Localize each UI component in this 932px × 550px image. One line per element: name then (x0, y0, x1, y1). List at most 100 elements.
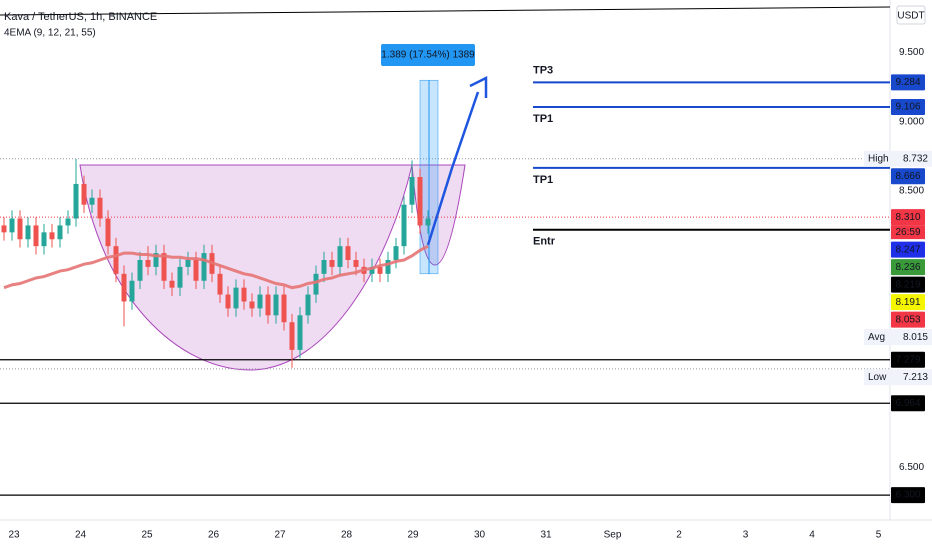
candle-body (145, 260, 151, 267)
price-label: 8.219 (895, 279, 920, 290)
x-tick-label: Sep (604, 530, 622, 541)
candle-body (241, 287, 247, 302)
price-label-box (891, 276, 925, 293)
stat-label-box (864, 329, 932, 346)
candle-body (129, 280, 135, 302)
countdown-box (891, 225, 925, 240)
price-label: 8.053 (895, 314, 920, 325)
price-label: 6.300 (895, 490, 920, 501)
candle-body (321, 260, 327, 274)
target-label: TP1 (533, 174, 553, 186)
price-label-box (891, 487, 925, 504)
candle-body (137, 260, 143, 281)
candle-body (353, 260, 359, 267)
price-label-box (891, 209, 925, 226)
candle-body (113, 246, 119, 274)
candle-body (217, 273, 223, 295)
x-tick-label: 4 (809, 530, 815, 541)
candle-body (193, 260, 199, 281)
candle-body (33, 225, 39, 247)
candle-body (73, 183, 79, 219)
candle-body (401, 204, 407, 247)
price-label-box (891, 168, 925, 185)
price-label: 8.191 (895, 297, 920, 308)
candle-body (121, 273, 127, 302)
stat-name: Low (868, 372, 887, 383)
x-tick-label: 5 (876, 530, 882, 541)
candle-body (297, 315, 303, 350)
price-label: 8.666 (895, 171, 920, 182)
stat-label-box (864, 150, 932, 167)
price-label-box (891, 241, 925, 258)
x-tick-label: 26 (208, 530, 220, 541)
candle-body (265, 294, 271, 316)
ema-line (3, 244, 429, 290)
currency-box[interactable] (896, 5, 926, 25)
candle-body (65, 218, 71, 226)
target-label: Entr (533, 236, 556, 248)
candle-body (1, 225, 7, 233)
stat-name: Avg (868, 332, 885, 343)
candle-body (17, 218, 23, 240)
candle-body (89, 197, 95, 205)
trend-line (0, 6, 891, 16)
x-tick-label: 23 (8, 530, 20, 541)
price-label-box (891, 259, 925, 276)
candle-body (81, 183, 87, 205)
candle-body (369, 266, 375, 274)
x-tick-label: 28 (341, 530, 353, 541)
candle-body (49, 232, 55, 240)
measure-label: 1.389 (17.54%) 1389 (381, 50, 475, 61)
target-label: TP1 (533, 113, 553, 125)
candle-body (337, 246, 343, 267)
x-tick-label: 30 (474, 530, 486, 541)
price-label: 6.964 (895, 398, 920, 409)
candle-body (169, 280, 175, 288)
price-label: 7.279 (895, 354, 920, 365)
candle-body (385, 260, 391, 274)
x-tick-label: 29 (407, 530, 419, 541)
price-label-box (891, 311, 925, 328)
price-label: 9.106 (895, 102, 920, 113)
candle-body (257, 294, 263, 309)
candle-body (305, 294, 311, 316)
candle-body (409, 177, 415, 205)
candle-body (249, 301, 255, 309)
candle-body (233, 287, 239, 309)
x-tick-label: 3 (743, 530, 749, 541)
candle-body (313, 273, 319, 295)
price-label: 8.310 (895, 212, 920, 223)
candle-body (377, 266, 383, 274)
x-tick-label: 24 (75, 530, 87, 541)
candle-body (105, 218, 111, 247)
stat-value: 8.015 (903, 332, 928, 343)
stat-name: High (868, 153, 889, 164)
chart-title: Kava / TetherUS, 1h, BINANCE (4, 11, 157, 23)
candle-body (281, 294, 287, 323)
candle-body (393, 246, 399, 260)
candle-body (177, 266, 183, 288)
stat-value: 7.213 (903, 372, 928, 383)
currency[interactable]: USDT (897, 11, 924, 22)
price-label-box (891, 351, 925, 368)
y-tick-label: 6.500 (899, 462, 924, 473)
candle-body (225, 294, 231, 309)
candle-body (41, 232, 47, 247)
measure-label-box (381, 44, 475, 66)
candle-body (201, 253, 207, 281)
price-label-box (891, 395, 925, 412)
y-tick-label: 9.500 (899, 47, 924, 58)
target-label: TP3 (533, 64, 553, 76)
candle-body (185, 260, 191, 267)
indicator-label: 4EMA (9, 12, 21, 55) (4, 28, 96, 39)
candle-body (161, 253, 167, 281)
x-tick-label: 31 (540, 530, 552, 541)
candle-body (425, 218, 431, 226)
y-tick-label: 9.000 (899, 116, 924, 127)
y-tick-label: 8.500 (899, 185, 924, 196)
price-label-box (891, 99, 925, 116)
price-label: 8.247 (895, 244, 920, 255)
candle-body (345, 246, 351, 260)
price-label-box (891, 74, 925, 91)
price-label: 9.284 (895, 77, 920, 88)
